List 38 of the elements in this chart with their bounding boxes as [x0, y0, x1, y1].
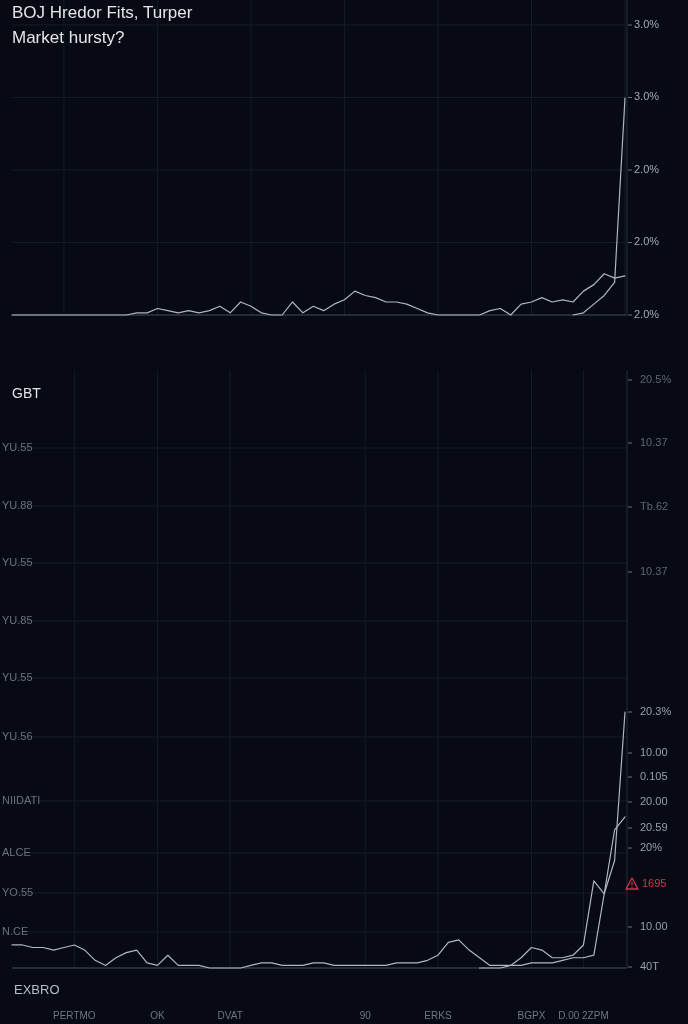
text: 2.0% — [634, 307, 660, 320]
text: 20.59 — [640, 820, 668, 833]
text: Tb.62 — [640, 499, 669, 512]
text: YU.55 — [2, 440, 33, 453]
text: 0.105 — [640, 769, 668, 782]
text: 10.37 — [640, 435, 668, 448]
text: 20.5% — [640, 372, 672, 385]
text: YU.55 — [2, 670, 33, 683]
x-tick-label: D.00 2ZPM — [558, 1010, 609, 1021]
x-tick-label: PERTMO — [53, 1010, 96, 1021]
chart-title: GBT — [12, 385, 42, 401]
text: 2.0% — [634, 235, 660, 248]
text: 20.3% — [640, 704, 672, 717]
text: 20.00 — [640, 794, 668, 807]
text: 1695 — [642, 876, 667, 889]
x-tick-label: DVAT — [217, 1010, 243, 1021]
text: YU.85 — [2, 613, 33, 626]
text: 40T — [640, 959, 660, 972]
text: 10.00 — [640, 745, 668, 758]
x-axis-title: EXBRO — [14, 982, 60, 997]
text: YU.55 — [2, 555, 33, 568]
chart-title: BOJ Hredor Fits, Turper Market hursty? — [12, 3, 193, 47]
text: 2.0% — [634, 162, 660, 175]
text: 10.37 — [640, 564, 668, 577]
annotation: NIIDATI — [2, 793, 41, 806]
x-tick-label: OK — [150, 1010, 166, 1021]
x-tick-label: BGPX — [517, 1010, 546, 1021]
text: 10.00 — [640, 919, 668, 932]
annotation: ALCE — [2, 845, 31, 858]
text: YU.88 — [2, 498, 33, 511]
annotation: YU.56 — [2, 729, 33, 742]
text: 3.0% — [634, 17, 660, 30]
text: 20% — [640, 840, 663, 853]
text: 3.0% — [634, 90, 660, 103]
x-tick-label: ERKS — [424, 1010, 452, 1021]
annotation: YO.55 — [2, 885, 34, 898]
annotation: N.CE — [2, 924, 29, 937]
x-tick-label: 90 — [359, 1010, 372, 1021]
